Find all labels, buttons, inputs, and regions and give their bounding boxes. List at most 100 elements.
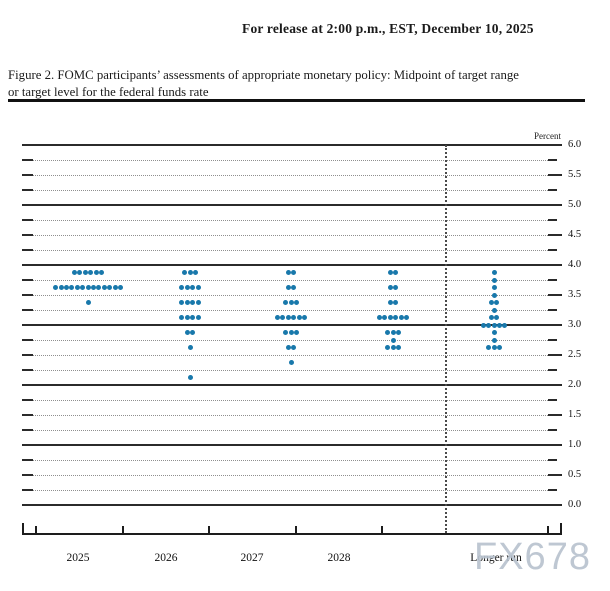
y-axis-label-1.0: 1.0	[568, 439, 582, 450]
projection-dot	[187, 270, 193, 275]
gridline-left-tick	[22, 249, 33, 251]
gridline-left-tick	[22, 474, 33, 476]
release-header: For release at 2:00 p.m., EST, December …	[242, 21, 534, 36]
caption-divider-rule	[8, 99, 585, 102]
gridline-dotted	[33, 159, 548, 161]
gridline-dotted	[33, 474, 548, 476]
x-axis-tick	[295, 526, 297, 533]
projection-dot	[275, 315, 280, 320]
x-axis-corner-tick	[560, 523, 562, 533]
projection-dot	[288, 330, 294, 335]
gridline-left-tick	[22, 369, 33, 371]
figure-caption-line2: or target level for the federal funds ra…	[8, 84, 209, 99]
projection-dot	[179, 315, 185, 320]
projection-dot	[491, 270, 497, 275]
projection-dot	[486, 345, 492, 350]
gridline-left-tick	[22, 174, 33, 176]
longer-run-separator	[445, 145, 447, 533]
projection-dot	[488, 300, 494, 305]
projection-dot	[385, 345, 391, 350]
projection-dot	[179, 285, 185, 290]
gridline-dotted	[33, 234, 548, 236]
projection-dot	[486, 322, 492, 328]
gridline-right-tick	[548, 339, 557, 341]
x-axis-tick	[208, 526, 210, 533]
projection-dot	[398, 315, 404, 320]
y-axis-label-4.0: 4.0	[568, 259, 582, 270]
projection-dot	[288, 360, 294, 365]
gridline-dotted	[33, 399, 548, 401]
projection-dot	[192, 270, 198, 275]
projection-dot	[187, 345, 193, 350]
x-axis-tick	[547, 526, 549, 533]
projection-dot	[387, 300, 393, 305]
x-axis-label-2027: 2027	[240, 552, 264, 564]
projection-dot	[488, 315, 494, 320]
x-axis-tick	[122, 526, 124, 533]
gridline-right-tick	[548, 174, 562, 176]
projection-dot	[385, 330, 391, 335]
gridline-dotted	[33, 189, 548, 191]
projection-dot	[496, 322, 502, 328]
projection-dot	[382, 315, 388, 320]
projection-dot	[195, 315, 201, 320]
y-axis-label-2.0: 2.0	[568, 379, 582, 390]
projection-dot	[288, 300, 294, 305]
x-axis-label-2026: 2026	[154, 552, 178, 564]
projection-dot	[85, 285, 91, 290]
projection-dot	[502, 322, 508, 328]
projection-dot	[195, 285, 201, 290]
projection-dot	[69, 285, 75, 290]
projection-dot	[387, 315, 393, 320]
gridline-left-tick	[22, 294, 33, 296]
projection-dot	[72, 270, 77, 275]
gridline-left-tick	[22, 189, 33, 191]
projection-dot	[480, 322, 486, 328]
gridline-dotted	[33, 309, 548, 311]
projection-dot	[491, 277, 497, 283]
projection-dot	[53, 285, 59, 290]
projection-dot	[393, 285, 399, 290]
projection-dot	[285, 315, 291, 320]
gridline-right-tick	[548, 354, 562, 356]
gridline-right-tick	[548, 474, 562, 476]
gridline-left-tick	[22, 489, 33, 491]
projection-dot	[182, 270, 188, 275]
gridline-left-tick	[22, 234, 33, 236]
projection-dot	[283, 330, 289, 335]
y-axis-label-3.5: 3.5	[568, 289, 582, 300]
projection-dot	[393, 315, 399, 320]
y-axis-label-0.0: 0.0	[568, 499, 582, 510]
y-axis-label-4.5: 4.5	[568, 229, 582, 240]
y-axis-label-0.5: 0.5	[568, 469, 582, 480]
projection-dot	[190, 300, 196, 305]
projection-dot	[393, 270, 399, 275]
projection-dot	[302, 315, 307, 320]
y-axis-unit-label: Percent	[534, 131, 561, 141]
gridline-dotted	[33, 369, 548, 371]
x-axis-label-2025: 2025	[66, 552, 90, 564]
projection-dot	[285, 270, 291, 275]
projection-dot	[280, 315, 286, 320]
projection-dot	[285, 285, 291, 290]
projection-dot	[117, 285, 123, 290]
gridline-right-tick	[548, 459, 557, 461]
gridline-dotted	[33, 354, 548, 356]
gridline-right-tick	[548, 234, 562, 236]
projection-dot	[63, 285, 69, 290]
gridline-dotted	[33, 279, 548, 281]
x-axis-tick	[35, 526, 37, 533]
gridline-left-tick	[22, 339, 33, 341]
y-axis-label-1.5: 1.5	[568, 409, 582, 420]
gridline-dotted	[33, 339, 548, 341]
projection-dot	[491, 345, 497, 350]
y-axis-label-3.0: 3.0	[568, 319, 582, 330]
projection-dot	[491, 322, 497, 328]
gridline-left-tick	[22, 429, 33, 431]
projection-dot	[187, 375, 193, 380]
projection-dot	[395, 330, 401, 335]
gridline-right-tick	[548, 159, 557, 161]
gridline-right-tick	[548, 189, 557, 191]
gridline-left-tick	[22, 279, 33, 281]
y-axis-label-6.0: 6.0	[568, 139, 582, 150]
